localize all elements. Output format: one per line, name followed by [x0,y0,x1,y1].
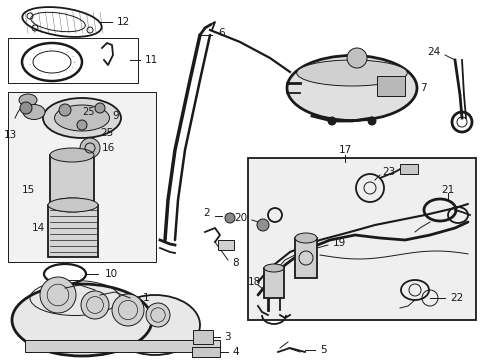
Circle shape [257,219,269,231]
Text: 25: 25 [82,107,94,117]
Circle shape [80,138,100,158]
Bar [193,330,213,344]
Text: 10: 10 [105,269,118,279]
Text: 6: 6 [218,28,224,38]
Ellipse shape [54,105,109,131]
Ellipse shape [264,264,284,272]
Text: 15: 15 [22,185,35,195]
Bar [8,38,138,83]
Text: 4: 4 [232,347,239,357]
Circle shape [328,117,336,125]
Ellipse shape [23,104,45,120]
Ellipse shape [110,295,200,355]
Text: 3: 3 [224,332,231,342]
Ellipse shape [43,98,121,138]
Circle shape [146,303,170,327]
Circle shape [95,103,105,113]
Text: 16: 16 [101,143,115,153]
Circle shape [81,291,109,319]
Ellipse shape [48,198,98,212]
Text: 17: 17 [339,145,352,155]
Ellipse shape [50,198,94,212]
Bar [295,238,317,278]
Text: 12: 12 [117,17,130,27]
Text: 8: 8 [232,258,239,268]
Ellipse shape [19,94,37,106]
Text: 18: 18 [247,277,261,287]
Bar [264,268,284,298]
Text: 21: 21 [441,185,455,195]
Text: 7: 7 [420,83,427,93]
Text: 11: 11 [145,55,158,65]
Circle shape [347,48,367,68]
Text: 9: 9 [112,111,119,121]
Text: 19: 19 [333,238,346,248]
Text: 1: 1 [143,293,149,303]
Text: 20: 20 [234,213,247,223]
Circle shape [225,213,235,223]
Text: 22: 22 [450,293,463,303]
Bar [25,340,220,352]
Ellipse shape [297,60,407,86]
Bar [192,347,220,357]
Text: 13: 13 [3,130,17,140]
Circle shape [59,104,71,116]
Text: 5: 5 [320,345,327,355]
Text: 25: 25 [100,128,113,138]
Ellipse shape [50,148,94,162]
Bar [218,240,234,250]
Bar [8,92,156,262]
Ellipse shape [287,55,417,121]
Circle shape [368,117,376,125]
Circle shape [112,294,144,326]
Bar [377,76,405,96]
Bar [48,205,98,257]
Bar [400,164,418,174]
Text: 14: 14 [31,223,45,233]
Ellipse shape [12,284,152,356]
Circle shape [77,120,87,130]
Text: 2: 2 [203,208,210,218]
Text: 23: 23 [382,167,395,177]
Ellipse shape [295,233,317,243]
Circle shape [40,277,76,313]
Text: 24: 24 [427,47,440,57]
Circle shape [20,102,32,114]
Bar [50,155,94,205]
Bar [248,158,476,320]
